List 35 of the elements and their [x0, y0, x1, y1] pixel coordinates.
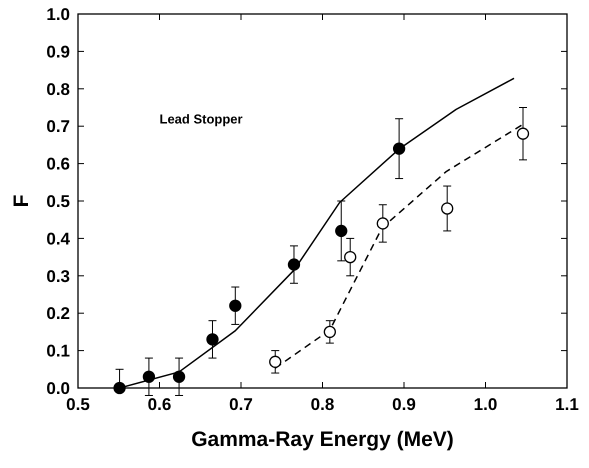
point	[113, 382, 126, 394]
annotation: Lead Stopper	[160, 112, 243, 127]
point	[324, 326, 336, 338]
point	[206, 333, 219, 346]
point	[229, 300, 242, 312]
y-tick-label: 0.7	[46, 117, 70, 136]
x-tick-label: 0.7	[229, 395, 253, 414]
y-tick-label: 0.9	[46, 42, 70, 62]
x-tick-label: 0.8	[310, 395, 334, 414]
x-tick-label: 0.5	[66, 395, 90, 414]
y-tick-label: 0.8	[46, 80, 70, 99]
x-axis-title: Gamma-Ray Energy (MeV)	[191, 428, 454, 451]
point	[172, 370, 186, 383]
point	[269, 356, 282, 368]
point	[335, 224, 348, 238]
y-tick-label: 0.0	[46, 379, 70, 398]
point	[441, 202, 454, 215]
point	[288, 258, 300, 271]
x-tick-label: 0.9	[392, 395, 416, 414]
y-tick-label: 0.4	[46, 229, 71, 248]
y-tick-label: 0.5	[46, 192, 70, 211]
y-tick-label: 0.2	[46, 304, 70, 324]
point	[142, 370, 156, 383]
x-tick-label: 1.0	[474, 395, 498, 414]
y-tick-label: 0.3	[46, 266, 70, 286]
point	[392, 142, 406, 155]
y-tick-label: 0.6	[46, 154, 70, 174]
point	[344, 250, 356, 264]
point	[376, 217, 389, 230]
y-tick-label: 0.1	[46, 342, 70, 361]
point	[516, 128, 530, 140]
y-tick-label: 1.0	[46, 5, 70, 24]
y-axis-title: F	[10, 194, 33, 208]
x-tick-label: 0.6	[148, 395, 172, 414]
x-tick-label: 1.1	[555, 395, 579, 414]
